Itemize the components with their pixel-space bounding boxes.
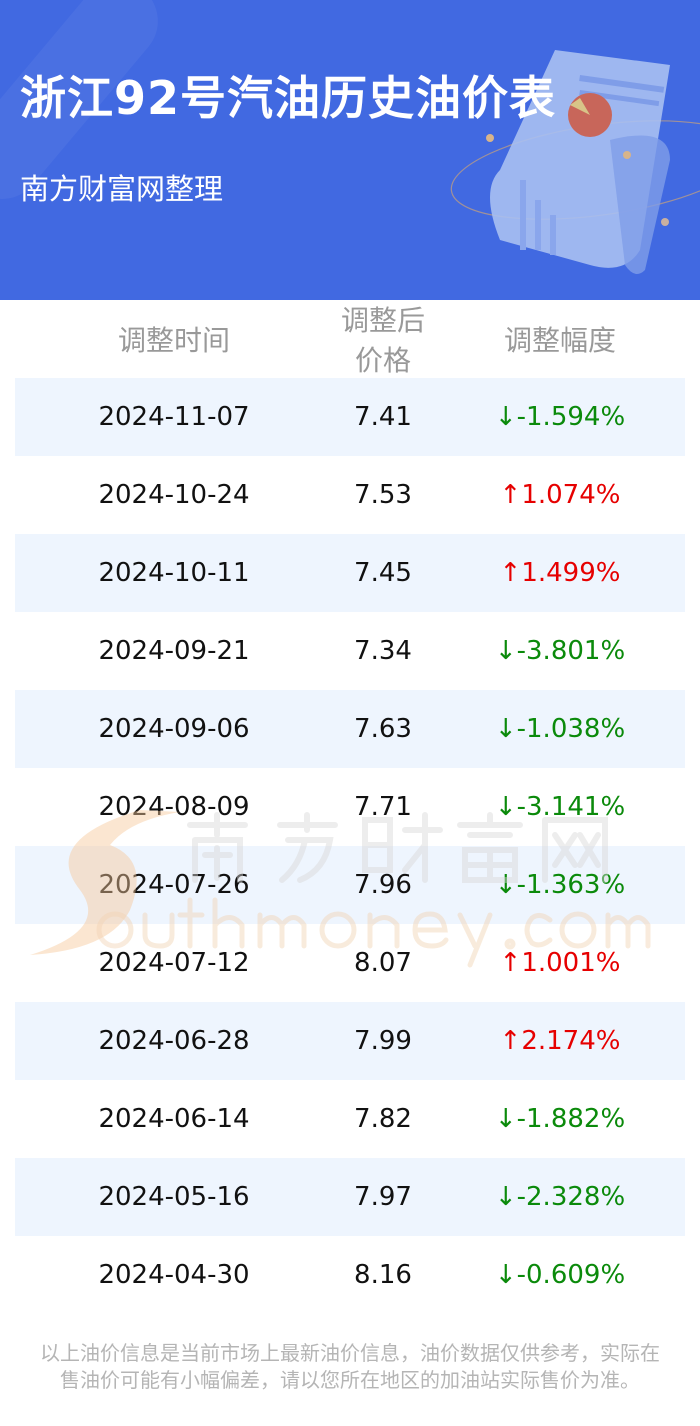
row-price: 7.71 [354,792,412,822]
row-price: 7.45 [354,558,412,588]
row-date: 2024-09-06 [98,714,250,744]
row-date: 2024-07-26 [98,870,250,900]
page-title: 浙江92号汽油历史油价表 [20,71,557,125]
row-date: 2024-11-07 [98,402,250,432]
table-row: 2024-07-12 8.07 ↑1.001% [15,924,685,1002]
row-price: 7.97 [354,1182,412,1212]
row-change: ↑1.001% [499,948,621,978]
table-row: 2024-09-21 7.34 ↓-3.801% [15,612,685,690]
row-change: ↓-1.594% [494,402,626,432]
table-row: 2024-08-09 7.71 ↓-3.141% [15,768,685,846]
row-change: ↓-3.141% [494,792,626,822]
column-header-price: 调整后价格 [340,304,425,377]
row-price: 7.99 [354,1026,412,1056]
disclaimer-line-2: 售油价可能有小幅偏差，请以您所在地区的加油站实际售价为准。 [60,1368,640,1392]
row-price: 7.96 [354,870,412,900]
row-price: 8.16 [354,1260,412,1290]
row-price: 7.34 [354,636,412,666]
disclaimer: 以上油价信息是当前市场上最新油价信息，油价数据仅供参考，实际在 售油价可能有小幅… [0,1340,700,1394]
page-subtitle: 南方财富网整理 [20,172,224,206]
row-date: 2024-09-21 [98,636,250,666]
table-row: 2024-09-06 7.63 ↓-1.038% [15,690,685,768]
row-change: ↑2.174% [499,1026,621,1056]
row-change: ↓-0.609% [494,1260,626,1290]
header-banner: 浙江92号汽油历史油价表 南方财富网整理 [0,0,700,300]
row-change: ↓-2.328% [494,1182,626,1212]
table-row: 2024-11-07 7.41 ↓-1.594% [15,378,685,456]
report-illustration-icon [450,50,700,274]
table-header: 调整时间 调整后价格 调整幅度 [15,300,685,378]
row-change: ↑1.074% [499,480,621,510]
row-price: 7.82 [354,1104,412,1134]
row-price: 7.41 [354,402,412,432]
row-change: ↓-3.801% [494,636,626,666]
table-row: 2024-10-11 7.45 ↑1.499% [15,534,685,612]
row-change: ↑1.499% [499,558,621,588]
row-change: ↓-1.882% [494,1104,626,1134]
disclaimer-line-1: 以上油价信息是当前市场上最新油价信息，油价数据仅供参考，实际在 [40,1341,660,1365]
table-row: 2024-06-28 7.99 ↑2.174% [15,1002,685,1080]
row-change: ↓-1.038% [494,714,626,744]
row-date: 2024-10-24 [98,480,250,510]
row-price: 7.63 [354,714,412,744]
row-date: 2024-07-12 [98,948,250,978]
row-date: 2024-08-09 [98,792,250,822]
row-date: 2024-04-30 [98,1260,250,1290]
row-change: ↓-1.363% [494,870,626,900]
table-row: 2024-04-30 8.16 ↓-0.609% [15,1236,685,1314]
row-price: 8.07 [354,948,412,978]
row-date: 2024-10-11 [98,558,250,588]
column-header-date: 调整时间 [117,324,230,357]
table-row: 2024-10-24 7.53 ↑1.074% [15,456,685,534]
table-row: 2024-05-16 7.97 ↓-2.328% [15,1158,685,1236]
row-date: 2024-06-14 [98,1104,250,1134]
row-price: 7.53 [354,480,412,510]
table-row: 2024-07-26 7.96 ↓-1.363% [15,846,685,924]
column-header-change: 调整幅度 [503,324,616,357]
table-row: 2024-06-14 7.82 ↓-1.882% [15,1080,685,1158]
row-date: 2024-06-28 [98,1026,250,1056]
row-date: 2024-05-16 [98,1182,250,1212]
